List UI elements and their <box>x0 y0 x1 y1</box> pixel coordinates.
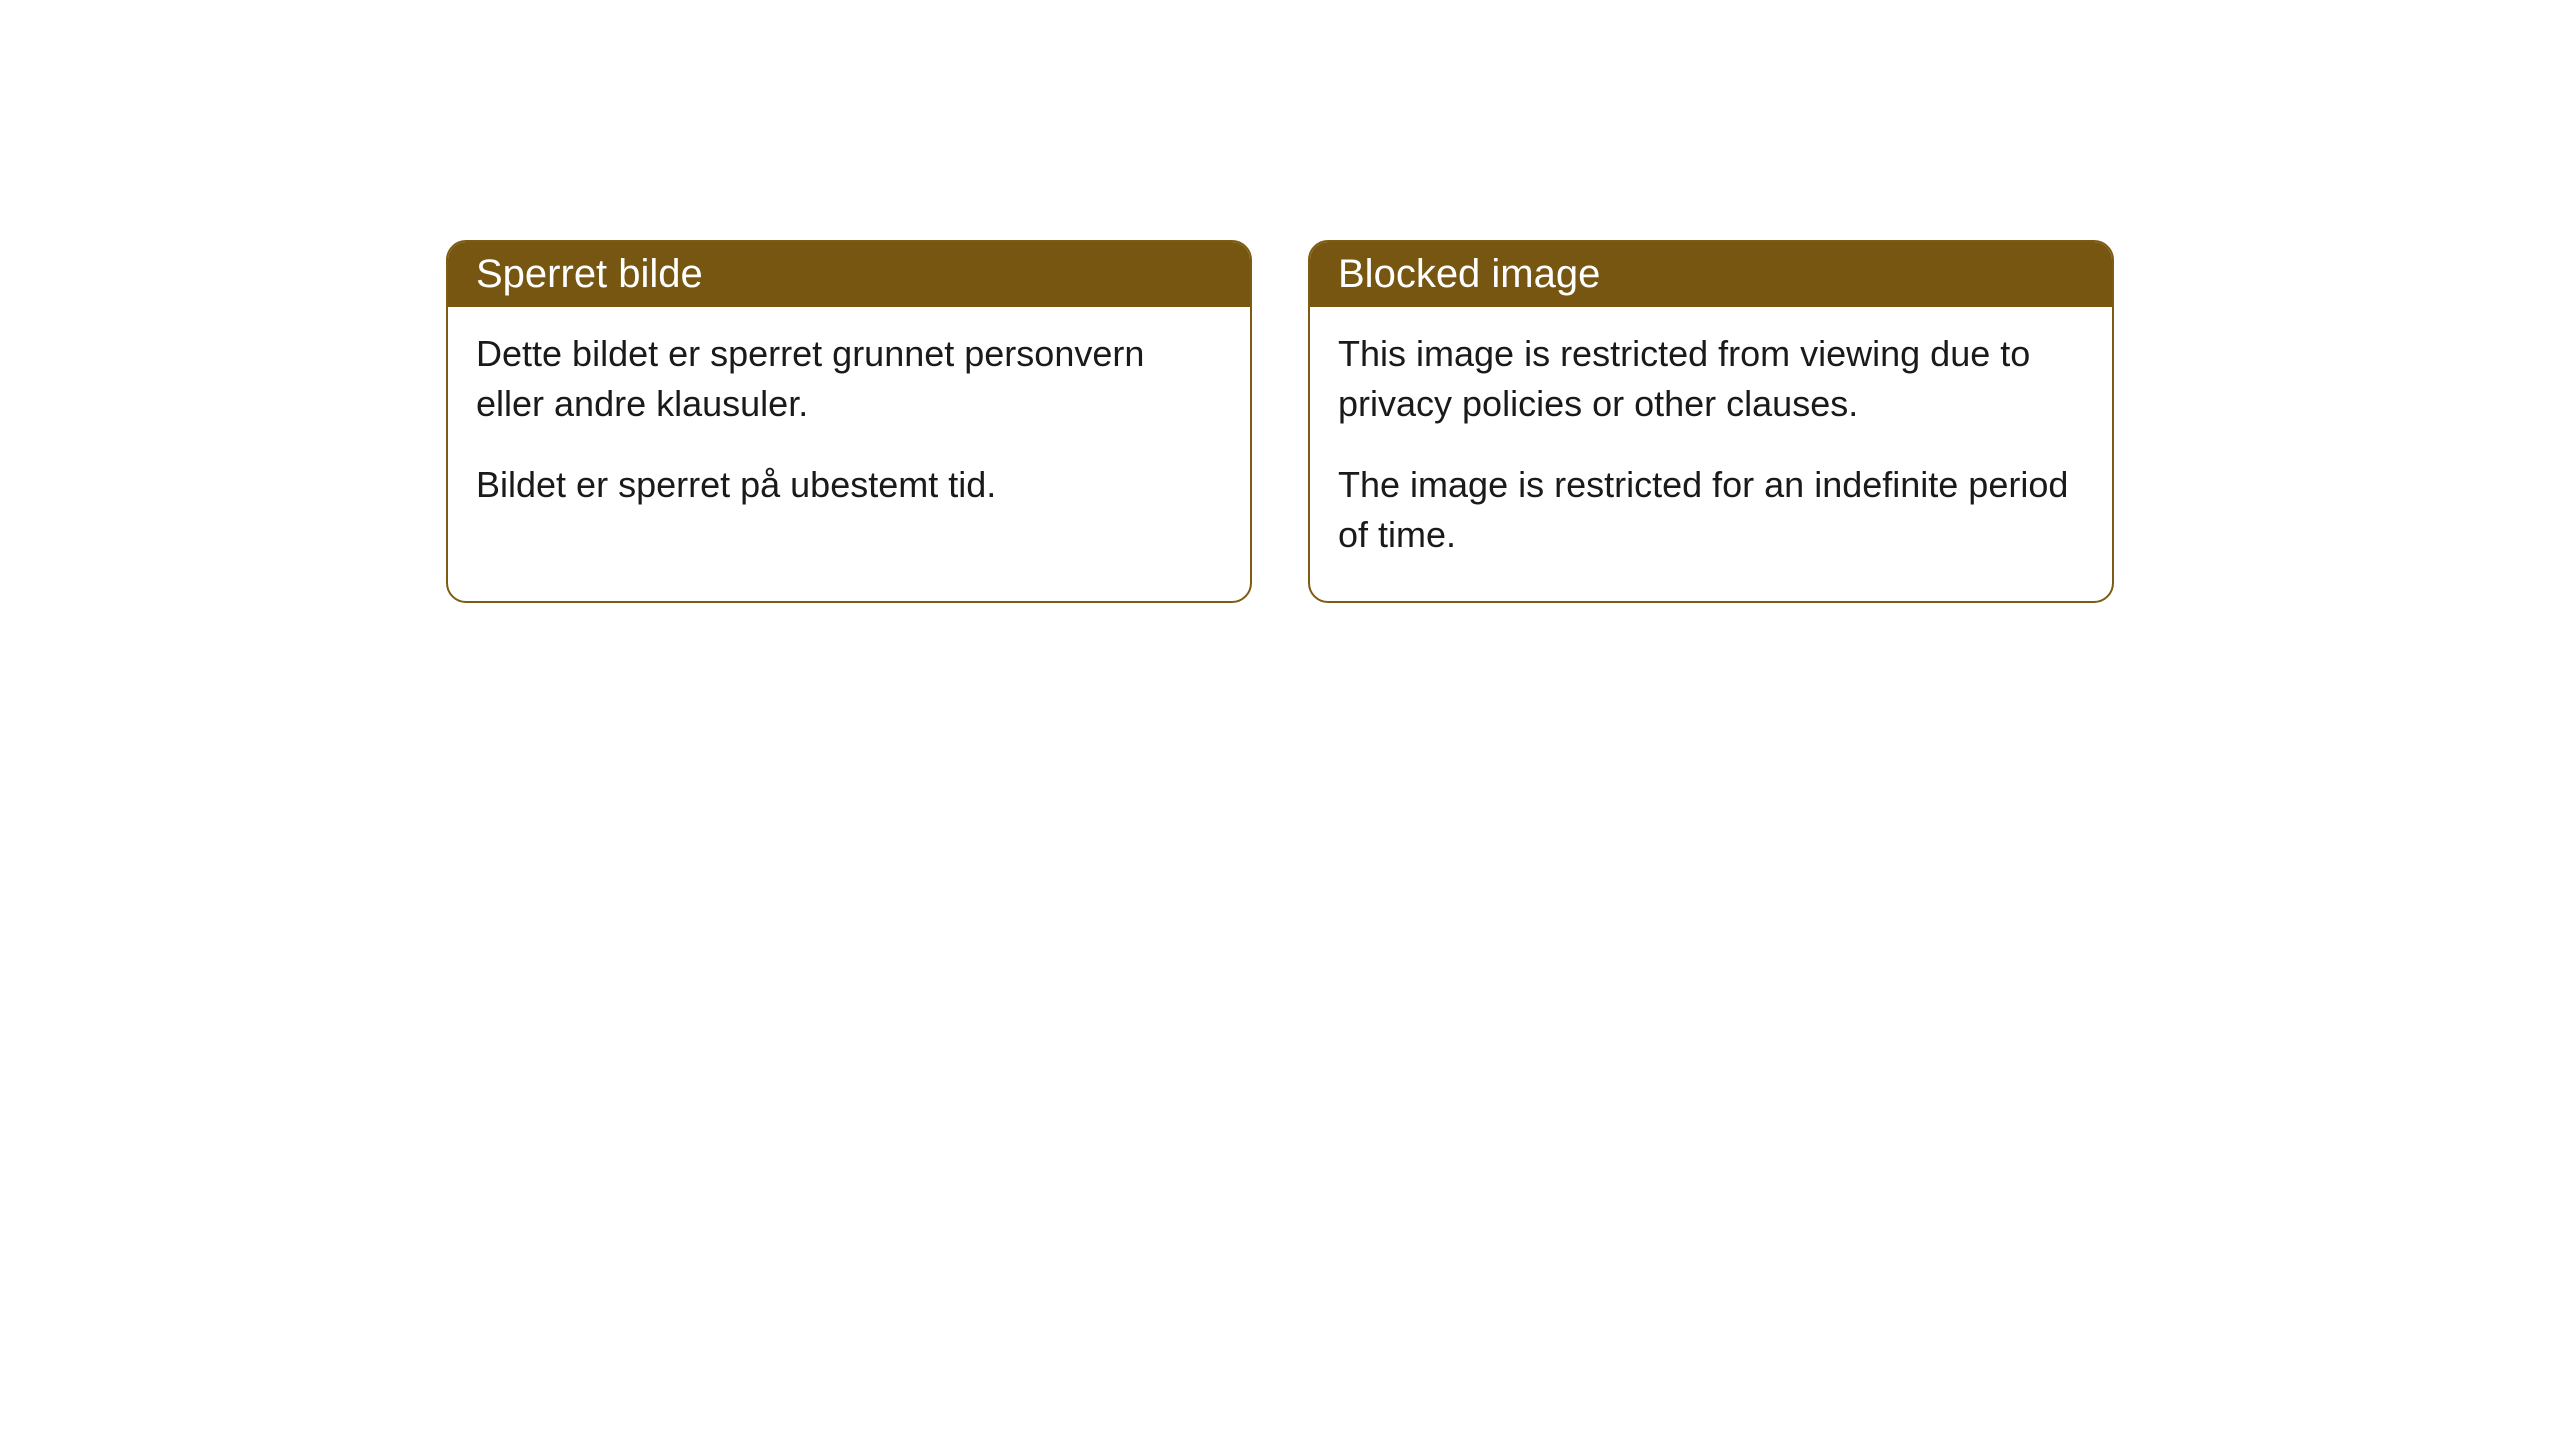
card-title-norwegian: Sperret bilde <box>476 252 703 296</box>
card-english: Blocked image This image is restricted f… <box>1308 240 2114 603</box>
card-paragraph2-norwegian: Bildet er sperret på ubestemt tid. <box>476 460 1222 510</box>
card-header-norwegian: Sperret bilde <box>448 242 1250 307</box>
card-paragraph2-english: The image is restricted for an indefinit… <box>1338 460 2084 561</box>
cards-container: Sperret bilde Dette bildet er sperret gr… <box>446 240 2114 603</box>
card-paragraph1-norwegian: Dette bildet er sperret grunnet personve… <box>476 329 1222 430</box>
card-body-english: This image is restricted from viewing du… <box>1310 307 2112 601</box>
card-title-english: Blocked image <box>1338 252 1600 296</box>
card-header-english: Blocked image <box>1310 242 2112 307</box>
card-paragraph1-english: This image is restricted from viewing du… <box>1338 329 2084 430</box>
card-body-norwegian: Dette bildet er sperret grunnet personve… <box>448 307 1250 550</box>
card-norwegian: Sperret bilde Dette bildet er sperret gr… <box>446 240 1252 603</box>
